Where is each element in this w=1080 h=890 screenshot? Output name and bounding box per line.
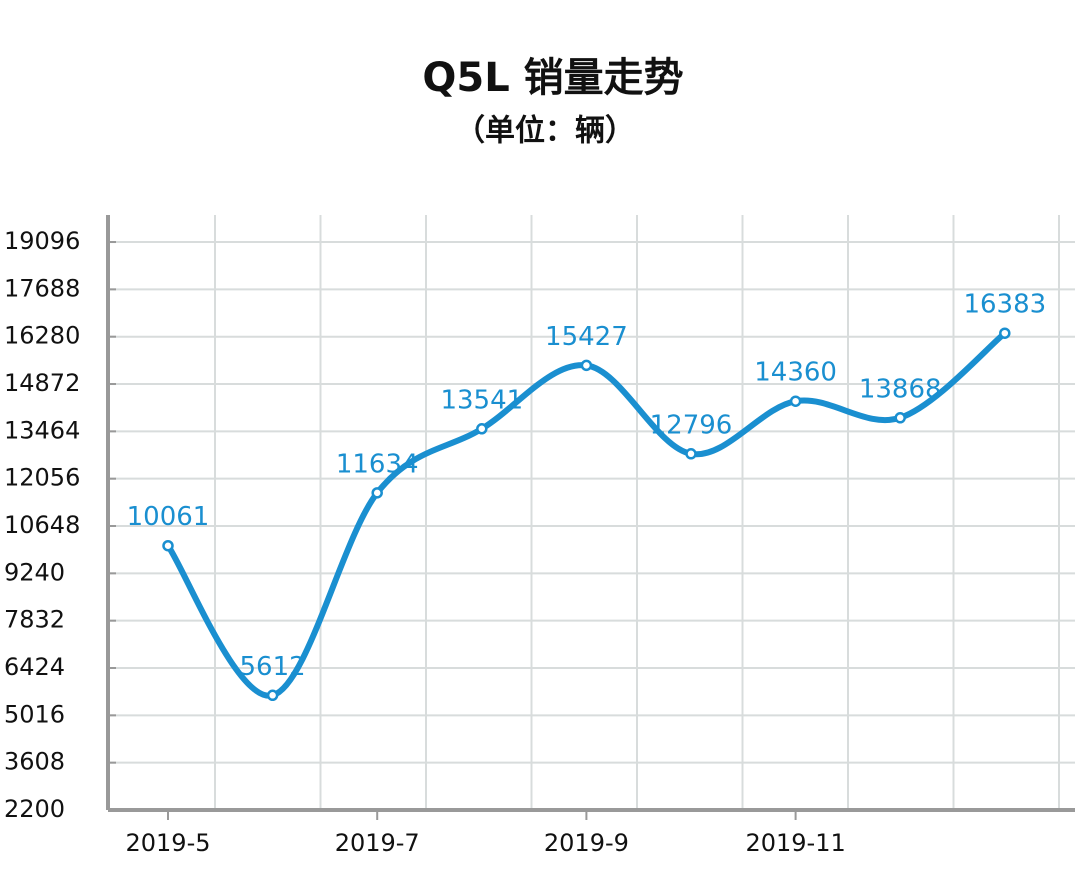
x-tick-label: 2019-7 — [335, 829, 420, 857]
y-tick-label: 12056 — [4, 464, 80, 492]
value-label: 12796 — [650, 410, 733, 440]
y-tick-label: 17688 — [4, 274, 80, 302]
point — [371, 487, 383, 499]
value-label: 15427 — [545, 322, 628, 352]
x-tick-label: 2019-11 — [745, 829, 845, 857]
y-tick-label: 19096 — [4, 227, 80, 255]
value-label: 13541 — [440, 385, 523, 415]
point — [580, 359, 593, 372]
x-tick-label: 2019-5 — [125, 829, 210, 857]
value-label: 16383 — [963, 290, 1046, 320]
value-label: 5612 — [240, 652, 306, 682]
y-tick-label: 6424 — [4, 653, 65, 681]
point — [999, 327, 1011, 339]
point — [789, 395, 802, 407]
y-tick-label: 10648 — [4, 511, 80, 539]
y-tick-label: 2200 — [4, 795, 65, 823]
y-tick-label: 7832 — [4, 606, 65, 634]
value-label: 10061 — [127, 502, 210, 532]
y-tick-label: 16280 — [4, 322, 80, 350]
point — [894, 412, 906, 424]
x-tick-label: 2019-9 — [544, 829, 629, 857]
chart-title: Q5L 销量走势 — [422, 55, 683, 101]
y-tick-label: 13464 — [4, 416, 80, 444]
chart-subtitle: （单位：辆） — [455, 114, 635, 149]
y-tick-label: 9240 — [4, 558, 65, 586]
point — [685, 448, 697, 460]
point — [476, 423, 488, 435]
value-label: 11634 — [336, 449, 419, 479]
line — [165, 330, 1007, 699]
y-tick-label: 14872 — [4, 369, 80, 397]
y-tick-label: 5016 — [4, 700, 65, 728]
value-label: 14360 — [754, 358, 837, 388]
y-tick-label: 3608 — [4, 748, 65, 776]
point — [266, 689, 279, 702]
point — [162, 539, 174, 552]
value-label: 13868 — [859, 374, 942, 404]
